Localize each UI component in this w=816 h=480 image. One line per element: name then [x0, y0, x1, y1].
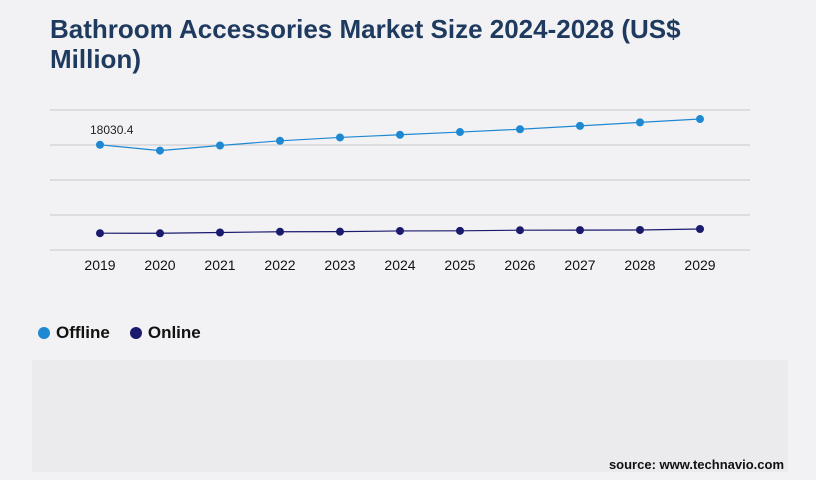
legend-swatch-offline	[38, 327, 50, 339]
data-point-online[interactable]	[276, 227, 284, 236]
data-points	[96, 115, 704, 238]
x-tick-label: 2025	[444, 257, 475, 273]
data-point-online[interactable]	[216, 228, 224, 237]
chart-title: Bathroom Accessories Market Size 2024-20…	[50, 14, 681, 74]
x-tick-label: 2026	[504, 257, 535, 273]
data-point-offline[interactable]	[156, 146, 164, 155]
x-tick-label: 2028	[624, 257, 655, 273]
legend-item-online[interactable]: Online	[129, 323, 201, 343]
data-point-online[interactable]	[96, 229, 104, 238]
legend-swatch-online	[129, 327, 142, 339]
x-tick-label: 2023	[324, 257, 355, 273]
data-point-online[interactable]	[516, 226, 524, 235]
data-point-online[interactable]	[456, 226, 464, 235]
data-point-online[interactable]	[336, 227, 344, 236]
x-tick-label: 2029	[684, 257, 715, 273]
source-credit: source: www.technavio.com	[608, 457, 784, 472]
data-point-offline[interactable]	[336, 133, 344, 142]
x-tick-label: 2020	[144, 257, 175, 273]
legend-label-online: Online	[147, 323, 201, 342]
data-point-online[interactable]	[576, 226, 584, 235]
data-point-offline[interactable]	[396, 130, 404, 139]
x-axis-ticks: 2019 2020 2021 2022 2023 2024 2025 2026 2027 2028…	[84, 257, 715, 273]
legend-label-offline: Offline	[56, 323, 110, 342]
legend-item-offline[interactable]: Offline	[38, 323, 110, 343]
data-point-offline[interactable]	[576, 121, 584, 130]
data-point-offline[interactable]	[636, 118, 644, 127]
data-point-online[interactable]	[636, 225, 644, 234]
background-panel	[32, 360, 788, 472]
x-tick-label: 2019	[84, 257, 115, 273]
data-labels: 18030.4	[90, 123, 134, 137]
data-label: 18030.4	[90, 123, 134, 137]
data-point-offline[interactable]	[696, 115, 704, 124]
x-tick-label: 2027	[564, 257, 595, 273]
x-tick-label: 2022	[264, 257, 295, 273]
data-point-offline[interactable]	[216, 141, 224, 150]
x-tick-label: 2024	[384, 257, 415, 273]
legend: Offline Online	[38, 323, 201, 343]
x-tick-label: 2021	[204, 257, 235, 273]
data-point-online[interactable]	[696, 225, 704, 233]
data-point-online[interactable]	[396, 226, 404, 235]
data-point-online[interactable]	[156, 229, 164, 238]
data-point-offline[interactable]	[276, 136, 284, 145]
data-point-offline[interactable]	[456, 128, 464, 137]
data-point-offline[interactable]	[96, 140, 104, 149]
gridlines	[50, 109, 750, 251]
data-point-offline[interactable]	[516, 125, 524, 134]
